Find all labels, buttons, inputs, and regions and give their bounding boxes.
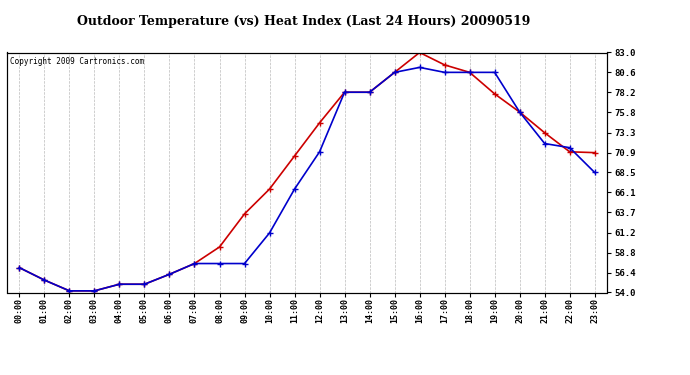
Text: Outdoor Temperature (vs) Heat Index (Last 24 Hours) 20090519: Outdoor Temperature (vs) Heat Index (Las… — [77, 15, 531, 28]
Text: Copyright 2009 Cartronics.com: Copyright 2009 Cartronics.com — [10, 57, 144, 66]
